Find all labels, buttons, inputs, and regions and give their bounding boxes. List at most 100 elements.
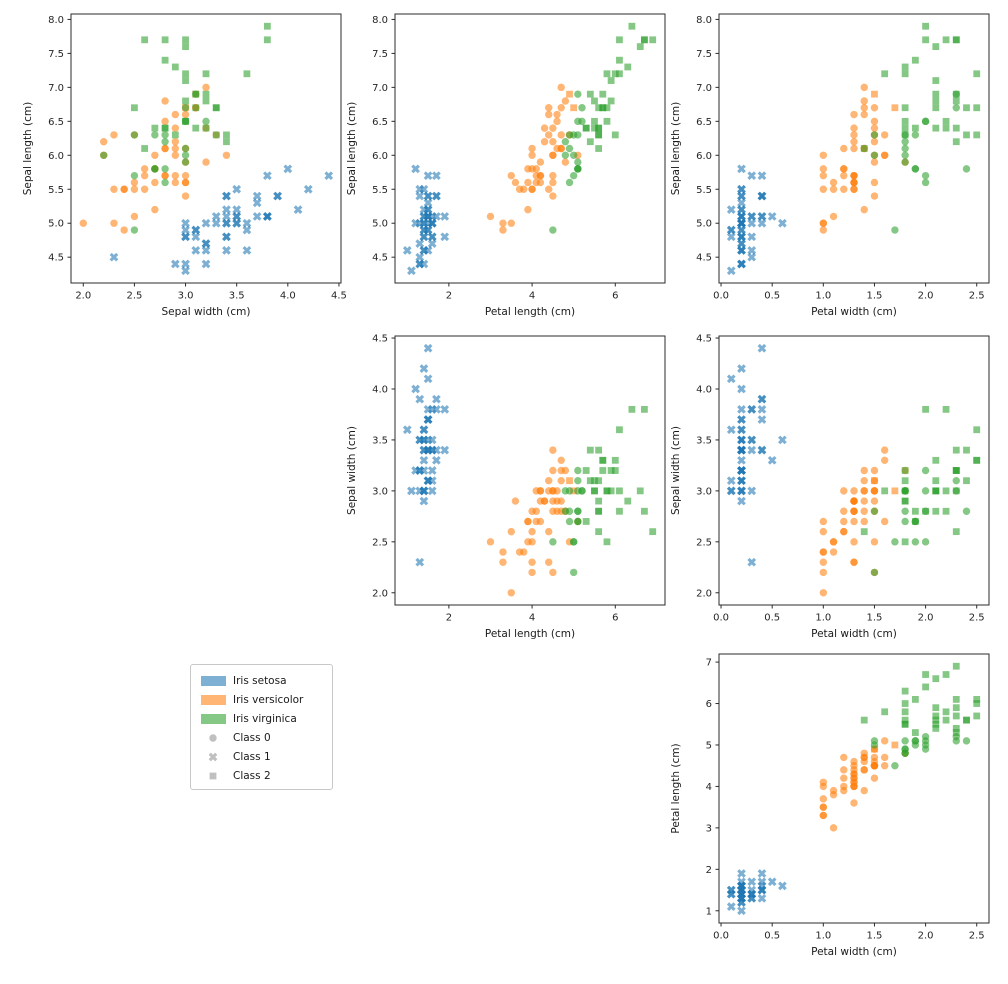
svg-text:1: 1 [706,906,712,917]
y-axis: 1 2 3 4 5 6 7 Petal length (cm) [670,658,719,917]
x-axis: 2.0 2.5 3.0 3.5 4.0 4.5 Sepal width (cm) [75,283,347,318]
svg-text:6.5: 6.5 [48,117,64,128]
plot-svg: 2 4 6 Petal length (cm) 2.0 2.5 3.0 3.5 4.0 4.5 Se… [346,334,666,640]
svg-text:7: 7 [706,658,712,669]
svg-text:1.0: 1.0 [815,931,831,942]
legend-item-iris-setosa: Iris setosa [198,671,328,690]
legend-swatch-iris-setosa [200,675,226,686]
y-axis: 2.0 2.5 3.0 3.5 4.0 4.5 Sepal width (cm) [670,334,719,599]
svg-text:2: 2 [706,865,712,876]
legend-item-label: Iris versicolor [233,693,304,706]
svg-text:2.5: 2.5 [969,931,985,942]
legend-handle-iris-setosa [198,675,228,686]
plot-svg: 0.0 0.5 1.0 1.5 2.0 2.5 Petal width (cm) 2.0 2.5… [670,334,990,640]
legend-handle-class-0 [198,730,228,746]
svg-text:1.5: 1.5 [867,613,883,624]
svg-text:2.5: 2.5 [969,291,985,302]
plot-svg: 2 4 6 Petal length (cm) 4.5 5.0 5.5 6.0 6.5 7.0 7.… [346,13,666,318]
svg-text:2.0: 2.0 [918,931,934,942]
legend-item-label: Class 0 [233,731,271,744]
x-axis: 2 4 6 Petal length (cm) [446,283,618,318]
panel-sepal-length-vs-petal-width: 0.0 0.5 1.0 1.5 2.0 2.5 Petal width (cm) 4.5 5.0… [657,1,1003,327]
svg-text:7.5: 7.5 [372,49,388,60]
legend-item-class-0: Class 0 [198,728,328,747]
svg-text:5.0: 5.0 [696,219,712,230]
legend-swatch-iris-versicolor [200,694,226,705]
x-axis: 0.0 0.5 1.0 1.5 2.0 2.5 Petal width (cm) [713,605,985,640]
svg-text:6: 6 [706,699,712,710]
legend-item-label: Class 1 [233,750,271,763]
x-axis-label: Petal length (cm) [485,628,575,640]
legend-handle-class-2 [198,768,228,784]
svg-text:6.5: 6.5 [372,117,388,128]
svg-text:3.5: 3.5 [229,291,245,302]
svg-text:3.0: 3.0 [696,486,712,497]
svg-text:1.5: 1.5 [867,291,883,302]
svg-text:0.5: 0.5 [764,291,780,302]
legend-swatch-iris-virginica [200,713,226,724]
legend-item-class-1: Class 1 [198,747,328,766]
legend: Iris setosa Iris versicolor Iris virginica… [190,664,333,790]
y-axis: 2.0 2.5 3.0 3.5 4.0 4.5 Sepal width (cm) [346,334,395,599]
legend-item-iris-virginica: Iris virginica [198,709,328,728]
y-axis-label: Sepal length (cm) [346,102,358,195]
svg-text:0.5: 0.5 [764,613,780,624]
points-layer [402,343,657,597]
svg-text:2.5: 2.5 [372,537,388,548]
svg-text:4.5: 4.5 [331,291,347,302]
y-axis-label: Sepal length (cm) [22,102,34,195]
x-axis-label: Petal length (cm) [485,306,575,318]
svg-text:0.0: 0.0 [713,613,729,624]
svg-text:4.0: 4.0 [372,384,388,395]
svg-text:1.0: 1.0 [815,291,831,302]
x-axis: 0.0 0.5 1.0 1.5 2.0 2.5 Petal width (cm) [713,923,985,958]
legend-circle-icon [209,733,217,742]
plot-border [718,653,990,924]
legend-item-label: Class 2 [233,769,271,782]
svg-text:2.5: 2.5 [969,613,985,624]
panel-sepal-length-vs-sepal-width: 2.0 2.5 3.0 3.5 4.0 4.5 Sepal width (cm) 4.5 5.0… [9,1,355,327]
svg-text:4.5: 4.5 [696,253,712,264]
svg-text:7.5: 7.5 [696,49,712,60]
svg-text:4: 4 [529,613,535,624]
panel-petal-length-vs-petal-width: 0.0 0.5 1.0 1.5 2.0 2.5 Petal width (cm) 1 2 3 4 5 6… [657,641,1003,967]
legend-square-icon [209,772,217,779]
svg-text:5.5: 5.5 [48,185,64,196]
svg-text:2: 2 [446,291,452,302]
svg-text:0.0: 0.0 [713,931,729,942]
svg-text:5.5: 5.5 [372,185,388,196]
plot-border [718,335,990,606]
svg-text:4: 4 [529,291,535,302]
plot-border [394,13,666,284]
points-layer [726,662,981,916]
svg-text:6: 6 [612,291,618,302]
svg-text:6: 6 [612,613,618,624]
y-axis: 4.5 5.0 5.5 6.0 6.5 7.0 7.5 8.0 Sepal length (cm… [22,15,71,264]
svg-text:4: 4 [706,782,712,793]
svg-text:8.0: 8.0 [372,15,388,26]
svg-text:2.5: 2.5 [696,537,712,548]
svg-text:5.0: 5.0 [48,219,64,230]
x-axis-label: Petal width (cm) [811,628,897,640]
legend-item-class-2: Class 2 [198,766,328,785]
svg-text:6.0: 6.0 [48,151,64,162]
points-layer [726,343,981,597]
plot-border [394,335,666,606]
legend-item-label: Iris virginica [233,712,297,725]
svg-text:2.0: 2.0 [696,588,712,599]
points-layer [726,22,981,276]
svg-text:0.0: 0.0 [713,291,729,302]
svg-text:5.5: 5.5 [696,185,712,196]
svg-text:2.0: 2.0 [75,291,91,302]
svg-text:7.0: 7.0 [48,83,64,94]
svg-text:3.0: 3.0 [178,291,194,302]
svg-text:4.0: 4.0 [280,291,296,302]
svg-text:7.5: 7.5 [48,49,64,60]
x-axis: 2 4 6 Petal length (cm) [446,605,618,640]
svg-text:3.5: 3.5 [696,435,712,446]
svg-text:6.0: 6.0 [696,151,712,162]
svg-text:2.5: 2.5 [126,291,142,302]
svg-text:4.0: 4.0 [696,384,712,395]
points-layer [402,22,657,276]
